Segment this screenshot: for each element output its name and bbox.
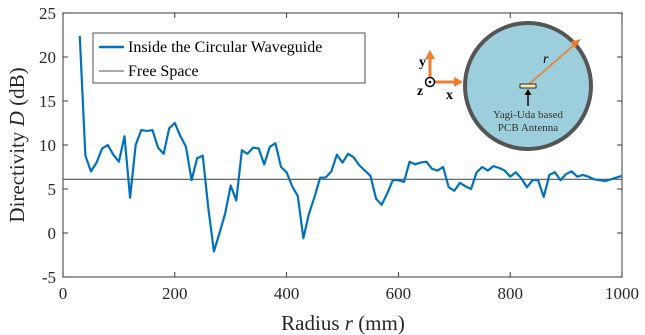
y-axis-letter: y [419,55,426,70]
radius-label: r [543,52,549,67]
z-axis-letter: z [417,84,423,99]
y-tick-label: -5 [42,268,56,287]
legend-label-free-space: Free Space [128,63,199,80]
y-tick-label: 10 [39,136,56,155]
y-tick-label: 20 [39,48,56,67]
y-axis-label: Directivity D (dB) [5,67,29,222]
y-tick-label: 0 [48,224,57,243]
y-tick-label: 15 [39,92,56,111]
x-tick-label: 400 [274,284,300,303]
antenna-caption-line1: Yagi-Uda based [493,109,564,121]
legend-label-inside-waveguide: Inside the Circular Waveguide [128,39,322,56]
legend: Inside the Circular Waveguide Free Space [92,32,366,84]
x-tick-label: 800 [497,284,523,303]
antenna-caption-line2: PCB Antenna [498,122,558,134]
x-tick-label: 1000 [605,284,639,303]
x-axis-label: Radius r (mm) [281,311,405,335]
series-line-inside-waveguide [78,35,623,253]
x-tick-label: 0 [59,284,68,303]
x-tick-label: 600 [386,284,412,303]
y-tick-label: 25 [39,4,56,23]
coordinate-axes: y x z [417,50,463,103]
y-axis-arrowhead [425,50,435,59]
x-axis-arrowhead [454,77,463,87]
x-axis-letter: x [446,88,453,103]
pcb-antenna [519,83,537,89]
waveguide-inset: r Yagi-Uda based PCB Antenna [463,21,593,151]
x-tick-label: 200 [162,284,188,303]
y-tick-label: 5 [48,180,57,199]
radius-line [527,44,575,86]
radius-arrowhead [570,39,581,48]
legend-box [92,32,366,84]
